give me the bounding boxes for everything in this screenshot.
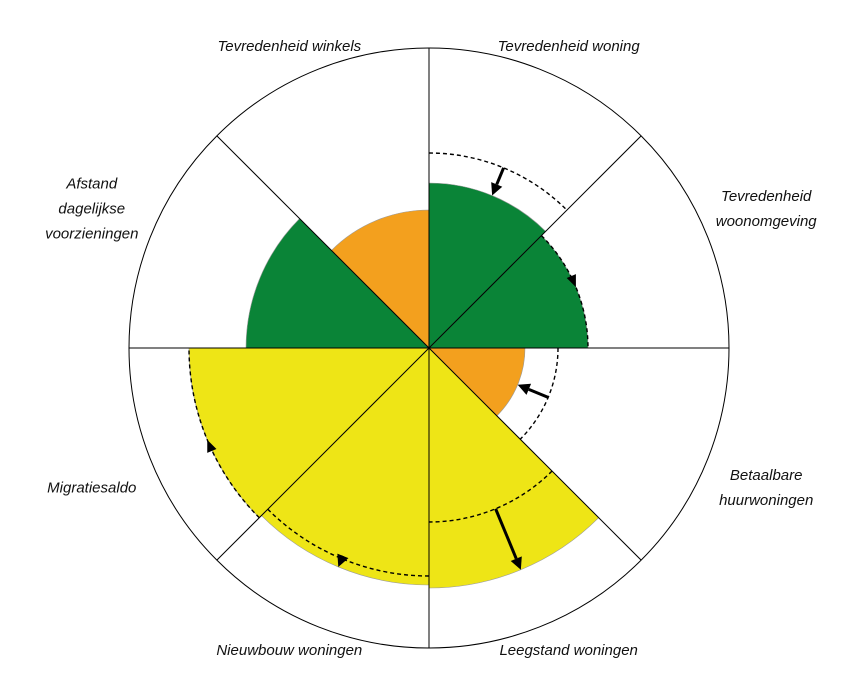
previous-arc-migratiesaldo [188, 347, 260, 519]
change-arrow-head [337, 553, 349, 567]
change-arrow-head [517, 383, 532, 395]
previous-value-layer [188, 152, 589, 577]
label-line: woonomgeving [716, 213, 818, 230]
label-afstand-dagelijkse-voorzieningen: Afstand dagelijkse voorzieningen [45, 175, 138, 242]
label-tevredenheid-winkels: Tevredenheid winkels [217, 38, 361, 55]
label-line: Afstand [65, 175, 118, 192]
label-line: Migratiesaldo [47, 480, 136, 497]
change-arrow-shaft [494, 508, 518, 560]
category-labels: Tevredenheid woning Tevredenheid woonomgev… [45, 38, 817, 659]
spoke-line [428, 135, 642, 349]
label-line: Tevredenheid [721, 188, 812, 205]
slice-tevredenheid-winkels [330, 209, 430, 349]
change-arrow-head [207, 439, 217, 453]
change-arrow-head [566, 274, 576, 288]
label-nieuwbouw-woningen: Nieuwbouw woningen [216, 642, 362, 659]
label-migratiesaldo: Migratiesaldo [47, 480, 136, 497]
change-arrow-head [510, 556, 522, 570]
change-arrow-shaft [495, 167, 506, 186]
label-leegstand-woningen: Leegstand woningen [499, 642, 637, 659]
label-betaalbare-huurwoningen: Betaalbare huurwoningen [719, 467, 813, 509]
chart-frame [128, 47, 730, 649]
label-tevredenheid-woning: Tevredenheid woning [498, 38, 641, 55]
label-tevredenheid-woonomgeving: Tevredenheid woonomgeving [716, 188, 818, 230]
label-line: Betaalbare [730, 467, 803, 484]
spoke-line [216, 135, 430, 349]
spoke-line [216, 347, 430, 561]
spoke-line [428, 347, 642, 561]
slice-afstand-dagelijkse-voorzieningen [245, 218, 430, 349]
label-line: Tevredenheid winkels [217, 38, 361, 55]
label-line: huurwoningen [719, 492, 813, 509]
previous-arc-nieuwbouw-woningen [267, 508, 430, 577]
label-line: voorzieningen [45, 225, 138, 242]
slice-tevredenheid-woning [428, 182, 547, 349]
change-arrow-shaft [528, 387, 549, 399]
label-line: Nieuwbouw woningen [216, 642, 362, 659]
previous-arc-leegstand-woningen [428, 470, 553, 523]
previous-arc-tevredenheid-woning [428, 152, 568, 211]
slice-betaalbare-huurwoningen [428, 347, 526, 417]
label-line: Tevredenheid woning [498, 38, 641, 55]
change-arrow-head [491, 182, 503, 196]
slice-layer [188, 182, 600, 589]
label-line: Leegstand woningen [499, 642, 637, 659]
label-line: dagelijkse [58, 200, 125, 217]
